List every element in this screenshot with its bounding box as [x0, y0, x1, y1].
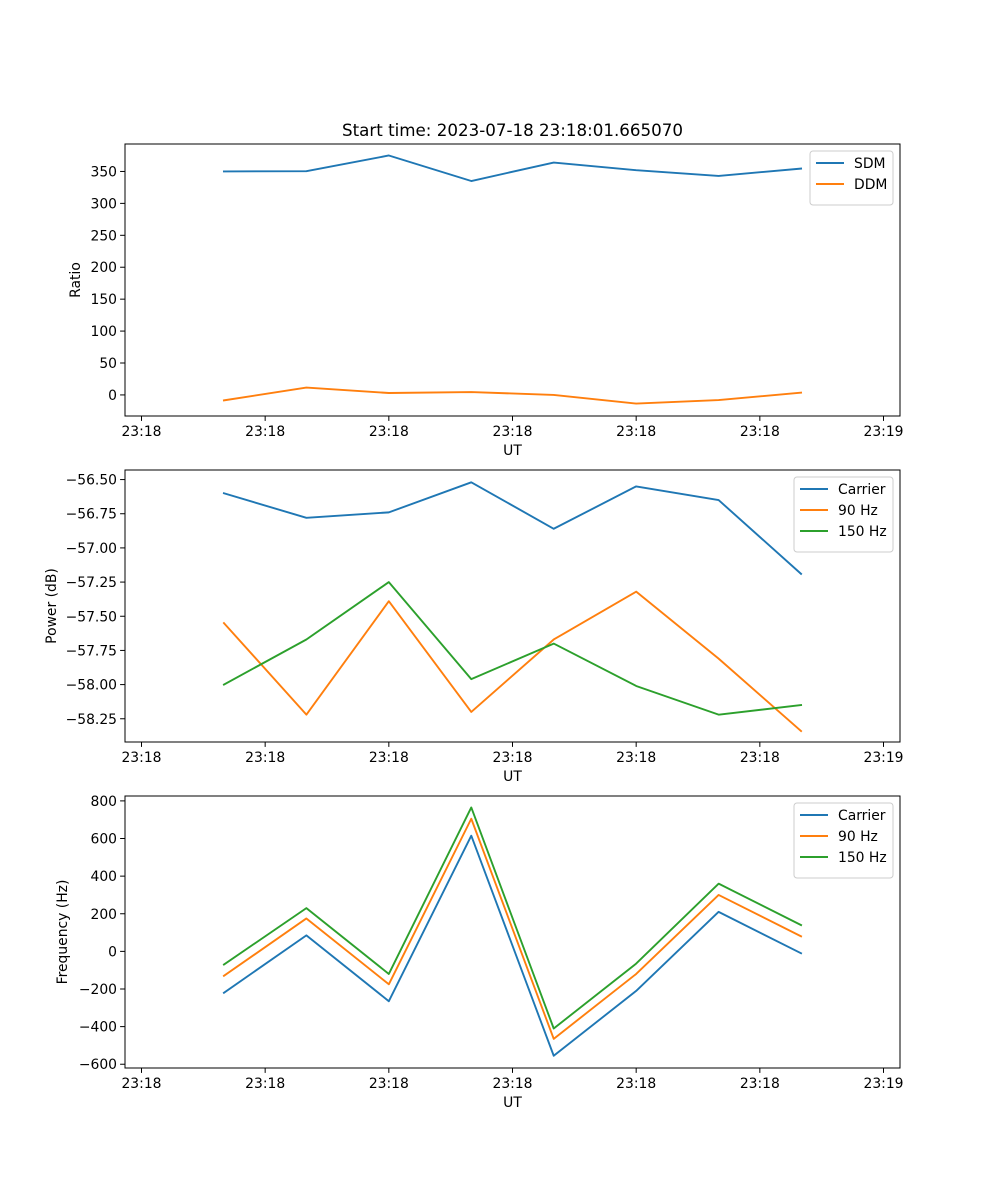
- y-tick-label: −56.75: [66, 507, 117, 523]
- x-axis-label: UT: [503, 443, 522, 459]
- series-line-carrier: [222, 834, 803, 1057]
- y-tick-label: 300: [90, 196, 117, 212]
- subplot-3: 23:18 23:18 23:18 23:18 23:18 23:18 23:19 −600 −…: [55, 794, 904, 1111]
- y-tick-label: 200: [90, 907, 117, 923]
- x-tick-label: 23:18: [616, 1076, 656, 1092]
- x-tick-label: 23:19: [863, 1076, 903, 1092]
- x-tick-label: 23:18: [492, 424, 532, 440]
- y-tick-label: 250: [90, 228, 117, 244]
- x-tick-label: 23:18: [616, 750, 656, 766]
- x-tick-label: 23:18: [121, 1076, 161, 1092]
- legend-entry-label: SDM: [854, 156, 886, 172]
- legend-entry-label: 90 Hz: [838, 503, 878, 519]
- y-tick-label: −57.75: [66, 643, 117, 659]
- legend-box: [793, 476, 894, 553]
- series-line-sdm: [222, 154, 803, 182]
- x-tick-label: 23:18: [616, 424, 656, 440]
- subplot-1: Start time: 2023-07-18 23:18:01.665070 23…: [68, 120, 904, 459]
- subplot-2: 23:18 23:18 23:18 23:18 23:18 23:18 23:19 −56.5…: [44, 469, 904, 785]
- y-tick-label: 150: [90, 292, 117, 308]
- x-tick-label: 23:19: [863, 750, 903, 766]
- series-line-ddm: [222, 386, 803, 405]
- x-tick-label: 23:19: [863, 424, 903, 440]
- x-tick-label: 23:18: [740, 750, 780, 766]
- x-tick-label: 23:18: [492, 1076, 532, 1092]
- y-tick-label: −58.00: [66, 678, 117, 694]
- x-tick-label: 23:18: [121, 424, 161, 440]
- y-tick-label: −400: [79, 1020, 117, 1036]
- legend: Carrier 90 Hz 150 Hz: [793, 802, 894, 879]
- x-tick-label: 23:18: [492, 750, 532, 766]
- y-tick-label: 350: [90, 164, 117, 180]
- series-line-carrier: [222, 481, 803, 576]
- legend-box: [793, 802, 894, 879]
- series-line-90-hz: [222, 590, 803, 733]
- y-tick-label: −600: [79, 1057, 117, 1073]
- legend: SDM DDM: [809, 150, 894, 206]
- x-tick-label: 23:18: [369, 1076, 409, 1092]
- legend-entry-label: 90 Hz: [838, 829, 878, 845]
- y-tick-label: −200: [79, 982, 117, 998]
- y-axis-label: Frequency (Hz): [55, 880, 71, 985]
- y-tick-label: −57.25: [66, 575, 117, 591]
- y-axis-label: Power (dB): [44, 568, 60, 644]
- y-tick-label: 0: [108, 388, 117, 404]
- legend: Carrier 90 Hz 150 Hz: [793, 476, 894, 553]
- x-tick-label: 23:18: [740, 1076, 780, 1092]
- legend-entry-label: 150 Hz: [838, 524, 887, 540]
- legend-box: [809, 150, 894, 206]
- subplots: Start time: 2023-07-18 23:18:01.665070 23…: [44, 120, 904, 1111]
- y-tick-label: 100: [90, 324, 117, 340]
- legend-entry-label: Carrier: [838, 482, 886, 498]
- x-axis-label: UT: [503, 1095, 522, 1111]
- x-tick-label: 23:18: [740, 424, 780, 440]
- legend-entry-label: Carrier: [838, 808, 886, 824]
- x-tick-label: 23:18: [369, 750, 409, 766]
- legend-entry-label: 150 Hz: [838, 850, 887, 866]
- y-tick-label: −57.50: [66, 609, 117, 625]
- y-tick-label: 400: [90, 869, 117, 885]
- series-line-150-hz: [222, 581, 803, 716]
- series-line-150-hz: [222, 806, 803, 1030]
- legend-entry-label: DDM: [854, 177, 887, 193]
- x-tick-label: 23:18: [245, 1076, 285, 1092]
- y-tick-label: 200: [90, 260, 117, 276]
- y-axis-label: Ratio: [68, 262, 84, 298]
- x-tick-label: 23:18: [369, 424, 409, 440]
- x-tick-label: 23:18: [245, 424, 285, 440]
- y-tick-label: 0: [108, 944, 117, 960]
- y-tick-label: 50: [99, 356, 117, 372]
- y-tick-label: 800: [90, 794, 117, 810]
- series-line-90-hz: [222, 817, 803, 1040]
- y-tick-label: −57.00: [66, 541, 117, 557]
- x-axis-label: UT: [503, 769, 522, 785]
- y-tick-label: −56.50: [66, 473, 117, 489]
- x-tick-label: 23:18: [245, 750, 285, 766]
- y-tick-label: −58.25: [66, 712, 117, 728]
- y-tick-label: 600: [90, 832, 117, 848]
- x-tick-label: 23:18: [121, 750, 161, 766]
- chart-title: Start time: 2023-07-18 23:18:01.665070: [342, 120, 683, 140]
